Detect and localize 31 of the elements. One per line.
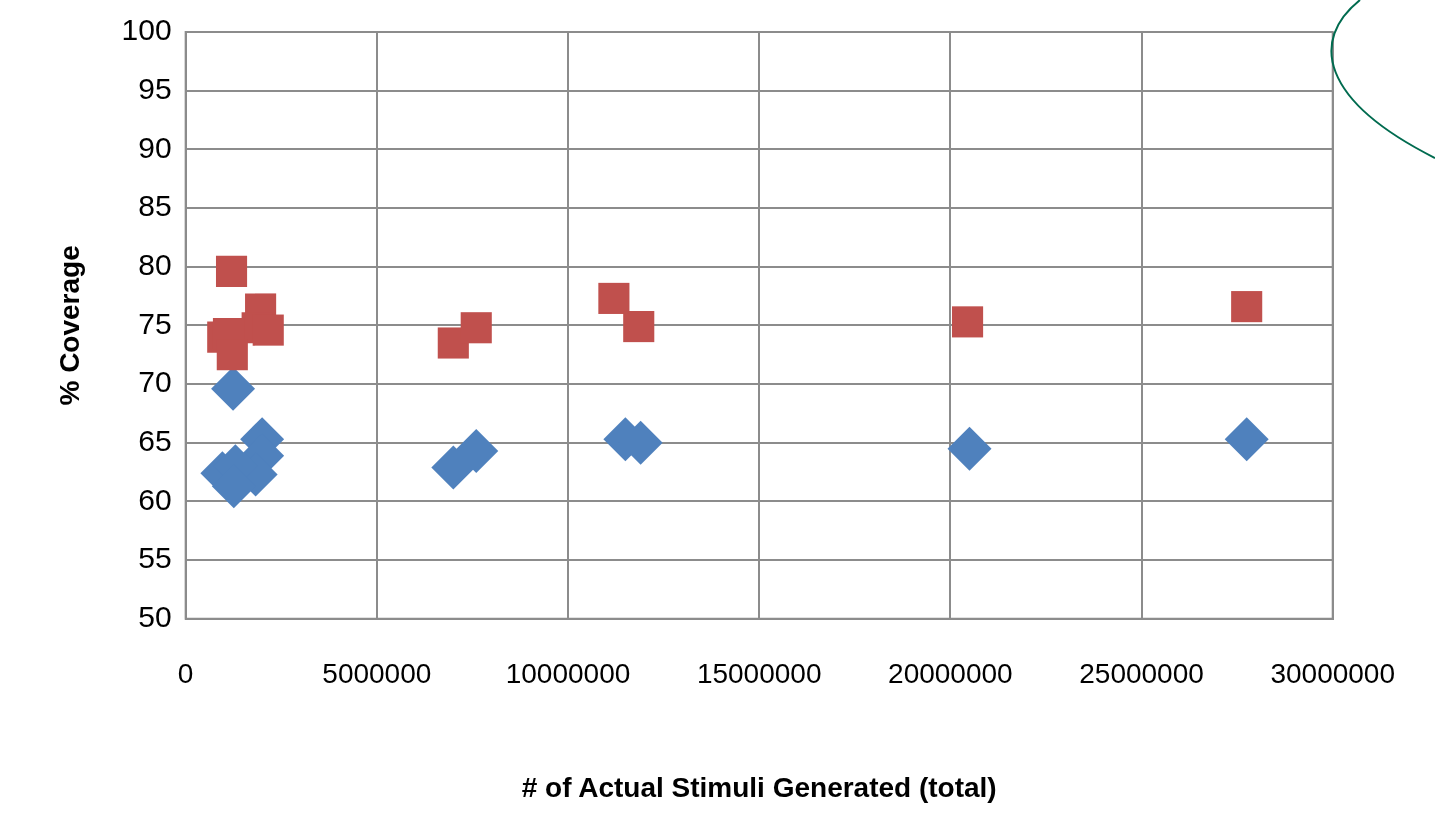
- x-tick-label: 0: [177, 658, 194, 690]
- point: [460, 312, 492, 344]
- y-tick-label: 90: [138, 130, 172, 164]
- x-tick-label: 15000000: [696, 658, 822, 690]
- x-tick-label: 30000000: [1270, 658, 1395, 690]
- point: [252, 314, 284, 346]
- x-tick-label: 5000000: [322, 658, 432, 690]
- y-tick-label: 100: [121, 13, 172, 47]
- x-tick-label: 10000000: [505, 658, 631, 690]
- y-tick-label: 85: [138, 189, 172, 223]
- point: [454, 428, 499, 473]
- x-axis-title: # of Actual Stimuli Generated (total): [521, 771, 997, 803]
- point: [952, 306, 984, 338]
- y-tick-label: 60: [138, 482, 172, 516]
- x-tick-label: 25000000: [1079, 658, 1204, 690]
- y-tick-label: 70: [138, 365, 172, 399]
- point: [947, 426, 992, 471]
- y-tick-label: 50: [138, 600, 172, 634]
- y-tick-label: 95: [138, 71, 172, 105]
- point: [1224, 417, 1269, 462]
- point: [598, 282, 630, 314]
- y-tick-label: 65: [138, 424, 172, 458]
- point: [215, 255, 248, 287]
- y-tick-label: 75: [138, 306, 172, 340]
- x-tick-label: 20000000: [888, 658, 1013, 690]
- point: [431, 445, 476, 490]
- y-axis-title: % Coverage: [53, 245, 85, 406]
- point: [1231, 291, 1263, 323]
- y-tick-label: 55: [138, 541, 172, 575]
- point: [623, 311, 655, 343]
- y-tick-label: 80: [138, 247, 172, 281]
